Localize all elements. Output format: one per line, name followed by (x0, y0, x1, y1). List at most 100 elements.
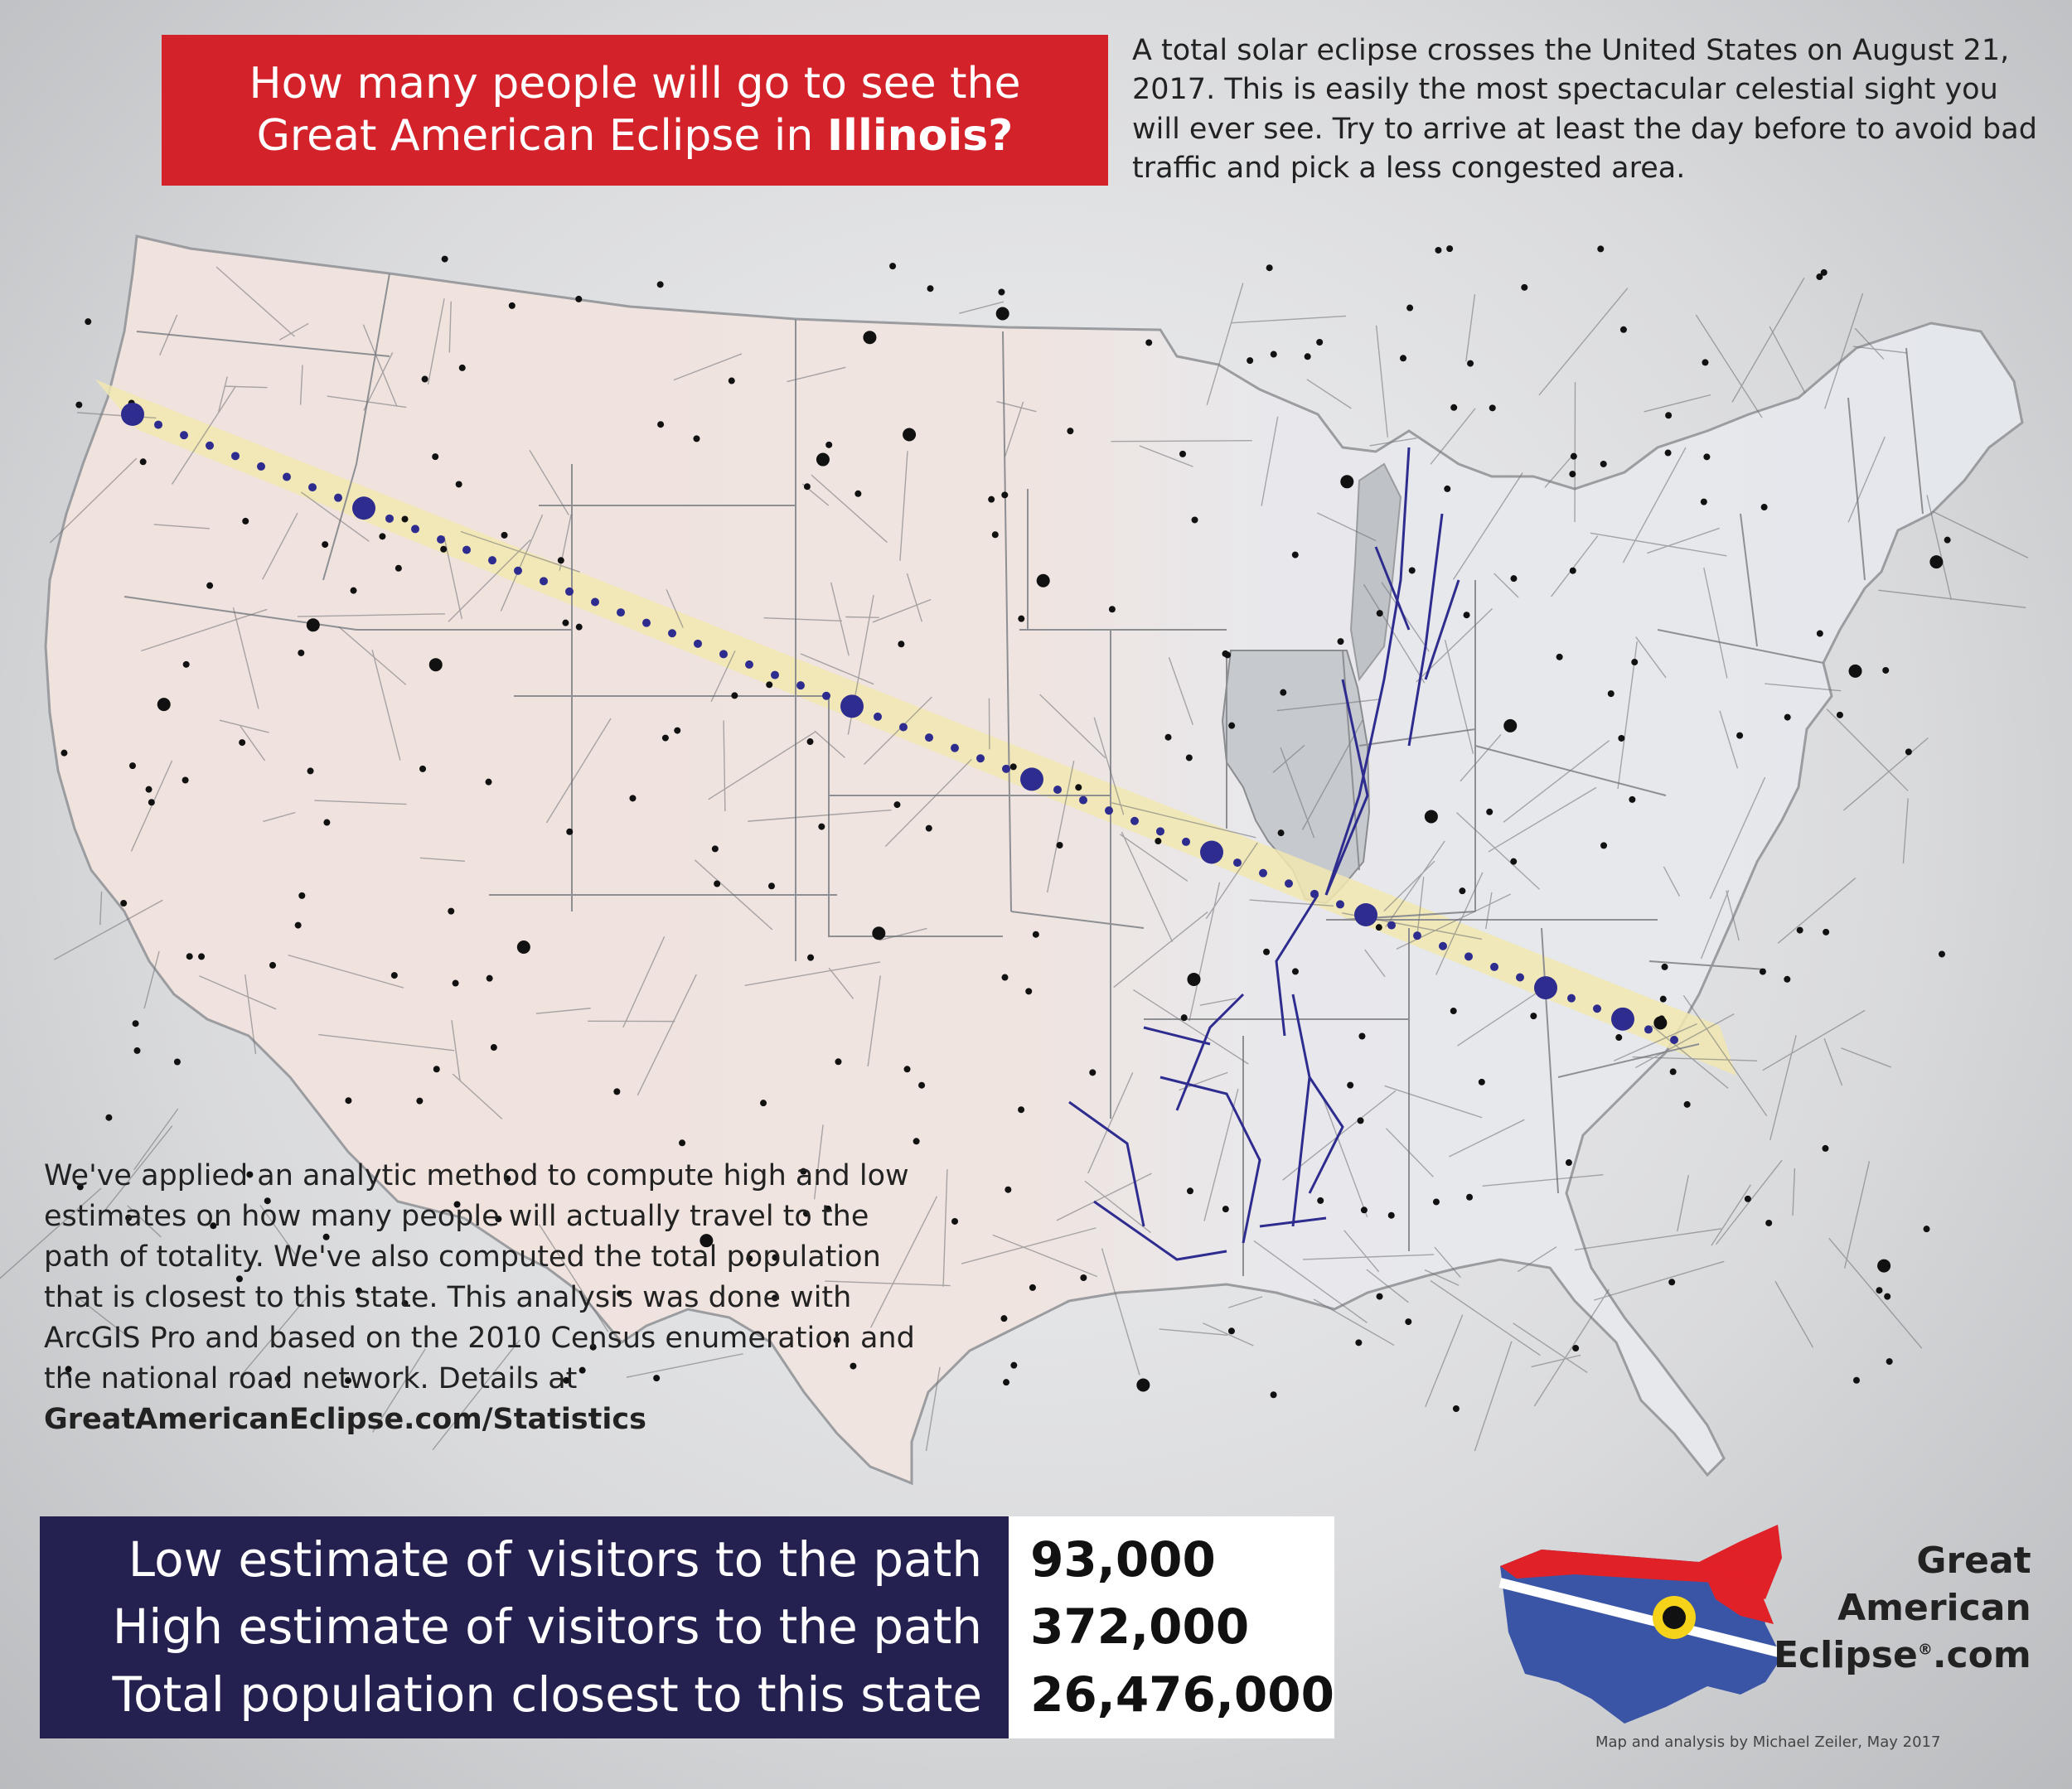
low-estimate-label: Low estimate of visitors to the path (128, 1531, 983, 1588)
city-dot (807, 954, 815, 961)
stats-table: Low estimate of visitors to the path Hig… (40, 1516, 1334, 1738)
road (845, 616, 879, 618)
road (1538, 288, 1629, 396)
road (814, 730, 845, 758)
road (1695, 314, 1763, 418)
city-dot (508, 302, 516, 309)
city-dot (1848, 664, 1862, 678)
road (1456, 812, 1540, 890)
city-dot (1280, 689, 1287, 696)
road (1852, 346, 1907, 354)
city-dot (65, 1366, 72, 1373)
city-dot (1435, 246, 1442, 254)
city-dot (1400, 355, 1407, 362)
road (1435, 872, 1484, 975)
road (363, 352, 394, 411)
city-dot (1877, 1259, 1891, 1273)
road (1826, 708, 1909, 791)
city-dot (448, 907, 455, 915)
city-dot (1569, 567, 1576, 574)
city-dot (1164, 733, 1172, 741)
city-dot (441, 255, 448, 263)
path-city-dot (1336, 900, 1344, 909)
city-dot (132, 1020, 139, 1027)
road (637, 974, 697, 1096)
method-paragraph: We've applied an analytic method to comp… (44, 1159, 915, 1436)
road (1366, 1269, 1409, 1303)
path-city-dot (745, 660, 753, 669)
statistics-link[interactable]: GreatAmericanEclipse.com/Statistics (44, 1403, 646, 1436)
road (1424, 1269, 1460, 1286)
city-dot (1347, 1081, 1354, 1089)
city-dot (850, 1362, 857, 1370)
road (899, 451, 908, 561)
road (49, 457, 138, 544)
city-dot (1376, 610, 1383, 617)
state-border (1541, 927, 1559, 1194)
city-dot (988, 496, 995, 503)
city-dot (1222, 650, 1229, 657)
road (1301, 719, 1363, 830)
city-dot (182, 776, 189, 784)
road (1302, 1254, 1435, 1260)
road (748, 809, 892, 822)
road (666, 589, 684, 628)
road (1769, 1035, 1797, 1140)
city-dot (1191, 516, 1198, 524)
path-city-dot (514, 566, 522, 575)
road (1460, 734, 1502, 782)
road (723, 720, 726, 812)
city-dot (1408, 567, 1416, 574)
city-dot (1905, 748, 1912, 756)
road (1622, 447, 1687, 563)
city-dot (76, 1183, 84, 1191)
road (1709, 776, 1766, 899)
road (961, 1227, 1097, 1264)
city-dot (1444, 485, 1451, 492)
path-city-dot (840, 694, 864, 718)
city-dot (210, 1222, 217, 1230)
road (1531, 1354, 1581, 1368)
city-dot (1702, 359, 1709, 366)
city-dot (1291, 551, 1299, 558)
city-dot (490, 1044, 497, 1052)
road (1168, 657, 1193, 725)
city-dot (711, 845, 719, 853)
road (1272, 744, 1305, 773)
path-city-dot (1200, 840, 1223, 864)
road (1634, 1013, 1735, 1069)
route-line (1374, 546, 1411, 631)
road (1087, 1072, 1134, 1174)
city-dot (1228, 722, 1236, 729)
path-city-dot (591, 597, 599, 607)
road (1039, 694, 1106, 759)
city-dot (898, 641, 905, 648)
city-dot (401, 515, 409, 523)
city-dot (1823, 928, 1830, 936)
road (879, 927, 927, 941)
city-dot (1180, 1014, 1188, 1022)
road (297, 613, 445, 617)
city-dot (1736, 732, 1744, 739)
road (318, 1033, 455, 1052)
path-city-dot (437, 535, 445, 544)
city-dot (1619, 326, 1627, 333)
state-border (828, 696, 1003, 937)
road (942, 1168, 948, 1287)
road (694, 859, 773, 931)
city-dot (1886, 1358, 1893, 1366)
map-credit: Map and analysis by Michael Zeiler, May … (1595, 1733, 1941, 1751)
city-dot (925, 824, 932, 832)
road (74, 1294, 128, 1337)
city-dot (1337, 638, 1344, 645)
road (259, 1204, 298, 1259)
road (1551, 535, 1599, 597)
title-line-2: Great American Eclipse in Illinois? (256, 111, 1014, 161)
road (1613, 1023, 1697, 1061)
state-border (1648, 960, 1766, 970)
city-dot (1478, 1078, 1485, 1085)
road (1842, 737, 1929, 811)
total-population-label: Total population closest to this state (112, 1666, 983, 1723)
city-dot (1884, 1293, 1891, 1300)
logo-map-icon (1498, 1525, 1784, 1724)
